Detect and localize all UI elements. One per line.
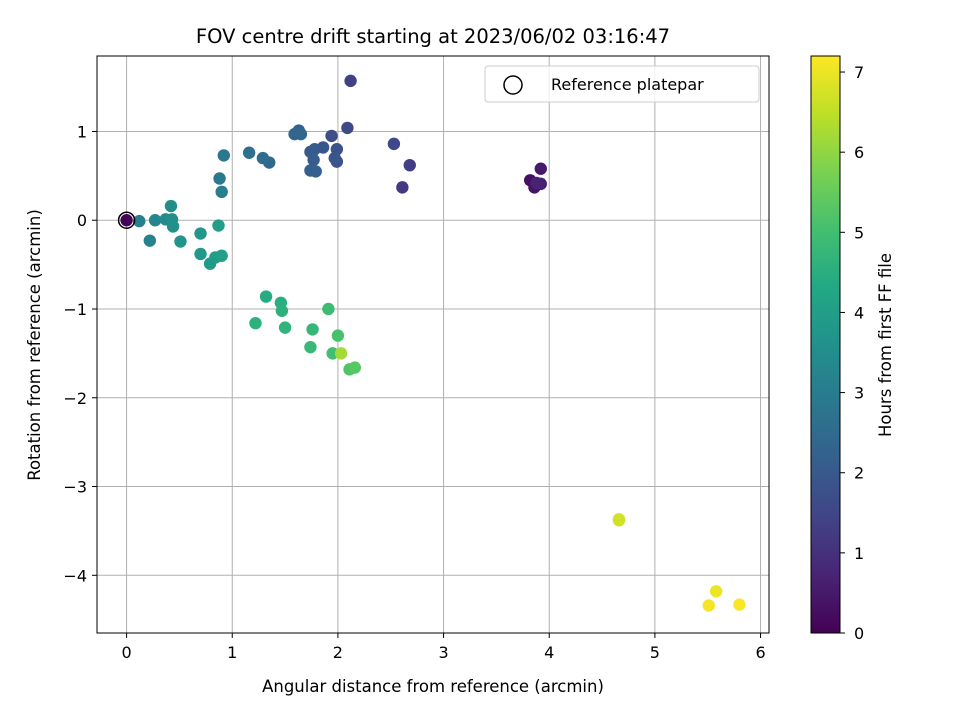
data-point (256, 151, 270, 165)
data-point (164, 199, 178, 213)
data-point (275, 304, 289, 317)
data-point (215, 185, 228, 199)
x-tick-label: 6 (755, 643, 765, 662)
y-axis-ticks: −4 −3 −2 −1 0 1 (63, 122, 97, 585)
data-point (387, 137, 401, 151)
data-point (259, 290, 273, 303)
data-point (331, 329, 345, 342)
data-point (215, 249, 228, 262)
legend-marker-icon (503, 75, 523, 95)
data-point (396, 181, 409, 194)
x-tick-label: 2 (333, 643, 343, 662)
colorbar-tick-label: 6 (854, 143, 864, 162)
data-point (344, 74, 357, 88)
y-tick-label: 1 (77, 122, 87, 141)
data-point (278, 321, 292, 334)
x-tick-label: 4 (544, 643, 554, 662)
colorbar-tick-label: 1 (854, 544, 864, 563)
legend-entry-reference: Reference platepar (551, 75, 704, 94)
x-tick-label: 5 (650, 643, 660, 662)
data-point (325, 129, 338, 143)
x-tick-label: 3 (438, 643, 448, 662)
y-tick-label: −4 (63, 566, 87, 585)
data-point (709, 585, 723, 598)
data-point (530, 176, 543, 190)
data-point (166, 220, 180, 233)
data-point (612, 513, 626, 526)
data-point (309, 165, 322, 178)
data-point (212, 219, 225, 232)
legend: Reference platepar (484, 65, 760, 103)
data-point (307, 153, 320, 167)
data-point (194, 247, 207, 261)
data-point (120, 214, 133, 227)
colorbar-tick-label: 2 (854, 464, 864, 483)
data-point (174, 235, 187, 248)
colorbar-gradient (810, 55, 841, 634)
data-point (322, 302, 335, 316)
data-point (213, 172, 226, 185)
data-point (294, 127, 308, 141)
colorbar-tick-label: 3 (854, 384, 864, 403)
data-point (304, 340, 317, 354)
y-tick-label: −3 (63, 478, 87, 497)
data-point (148, 214, 162, 227)
colorbar: 0 1 2 3 4 5 6 7 Hours from first FF file (810, 55, 895, 643)
data-point (306, 323, 319, 336)
y-axis-label: Rotation from reference (arcmin) (25, 209, 44, 481)
data-point (133, 214, 146, 228)
data-point (403, 158, 416, 172)
x-axis-label: Angular distance from reference (arcmin) (262, 677, 604, 696)
data-point (217, 149, 230, 162)
plot-frame (96, 55, 770, 634)
data-point (534, 162, 547, 175)
data-point (328, 151, 341, 165)
y-tick-label: 0 (77, 211, 87, 230)
legend-box (484, 65, 760, 103)
data-point (249, 316, 262, 330)
data-point (341, 121, 354, 135)
colorbar-tick-label: 4 (854, 303, 864, 322)
data-point (334, 347, 348, 360)
x-axis-ticks: 0 1 2 3 4 5 6 (121, 633, 766, 662)
data-point (242, 146, 256, 159)
data-point (733, 598, 746, 611)
chart-title: FOV centre drift starting at 2023/06/02 … (196, 25, 670, 48)
data-point (194, 227, 207, 240)
y-tick-label: −1 (63, 300, 87, 319)
plot-area: 0 1 2 3 4 5 6 −4 −3 −2 −1 0 1 (63, 55, 770, 662)
data-points (120, 74, 746, 612)
data-point (143, 234, 157, 247)
plot-background (97, 56, 769, 633)
data-point (702, 599, 715, 612)
x-tick-label: 1 (227, 643, 237, 662)
y-tick-label: −2 (63, 389, 87, 408)
reference-platepar-marker (117, 211, 136, 229)
colorbar-tick-label: 5 (854, 223, 864, 242)
colorbar-tick-label: 7 (854, 63, 864, 82)
colorbar-ticks: 0 1 2 3 4 5 6 7 (840, 63, 864, 643)
x-tick-label: 0 (121, 643, 131, 662)
data-point (348, 361, 362, 374)
colorbar-tick-label: 0 (854, 624, 864, 643)
colorbar-label: Hours from first FF file (876, 253, 895, 437)
